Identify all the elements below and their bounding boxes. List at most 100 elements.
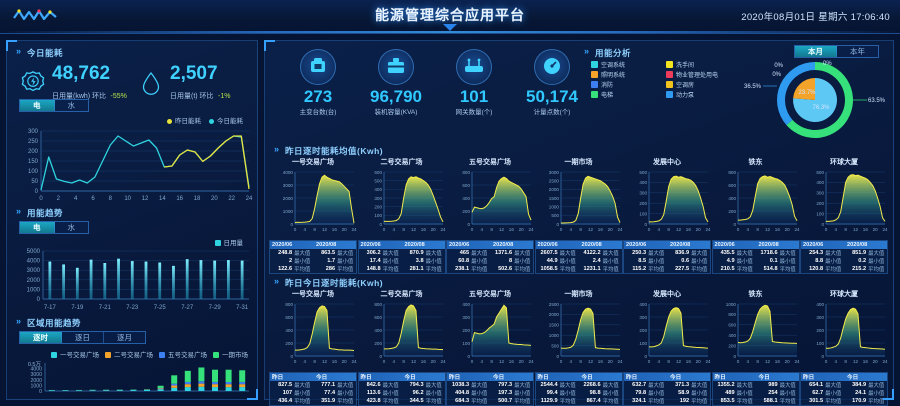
- svg-text:20: 20: [342, 359, 348, 364]
- svg-text:2000: 2000: [548, 187, 559, 192]
- svg-text:200: 200: [816, 201, 824, 206]
- svg-text:0: 0: [825, 359, 828, 364]
- svg-text:7-29: 7-29: [209, 305, 222, 311]
- table-header: 2020/06 2020/08: [712, 241, 799, 249]
- svg-text:8: 8: [402, 359, 405, 364]
- mini-chart-card: 铁东 0 200 400 600 800 0 4 8 12 16 20 24 2020/06 2020/08…: [711, 157, 800, 275]
- svg-text:4: 4: [569, 359, 572, 364]
- section-title-row2: 昨日今日逐时能耗(Kwh): [273, 276, 383, 289]
- water-drop-icon: [137, 69, 165, 97]
- table-row: 8.5 最小值 0.6 最小值: [624, 257, 710, 265]
- svg-text:3000: 3000: [27, 268, 41, 274]
- svg-text:0: 0: [290, 354, 293, 359]
- cell-key: 平均值: [691, 267, 708, 273]
- svg-text:8: 8: [490, 359, 493, 364]
- svg-text:500: 500: [374, 178, 382, 183]
- cell-value: 989: [768, 382, 778, 388]
- cell-key: 最大值: [425, 251, 442, 257]
- col-header: 昨日: [626, 375, 638, 381]
- svg-text:500: 500: [551, 213, 559, 218]
- app-header: 能源管理综合应用平台 2020年08月01日 星期六 17:06:40: [0, 0, 900, 34]
- cell-key: 最小值: [559, 391, 576, 397]
- svg-text:16: 16: [420, 227, 426, 232]
- stats-table: 2020/06 2020/08 254.3 最大值 851.9 最大值 8.8 最小值 0.2 最…: [800, 240, 888, 274]
- cell-value: 8.5: [638, 258, 647, 264]
- col-header: 2020/06: [714, 242, 735, 248]
- table-header: 昨日 今日: [712, 373, 799, 381]
- tab-analysis-month[interactable]: 本月: [795, 46, 837, 57]
- cell-value: 0.1: [769, 258, 778, 264]
- svg-text:400: 400: [728, 196, 736, 201]
- svg-text:20: 20: [342, 227, 348, 232]
- svg-text:16: 16: [774, 359, 780, 364]
- svg-text:4: 4: [835, 227, 838, 232]
- svg-text:4: 4: [392, 227, 395, 232]
- mini-chart-card: 环球大厦 0 100 200 300 400 500 0 4 8 12 16 20 24 2020/06 20…: [800, 157, 888, 275]
- col-header: 昨日: [714, 375, 726, 381]
- mini-chart-card: 五号交易广场 0 200 400 600 800 0 4 8 12 16 20 24 2020/06 202…: [446, 157, 534, 275]
- table-header: 2020/06 2020/08: [624, 241, 710, 249]
- cell-key: 平均值: [868, 267, 885, 273]
- mini-chart-title: 发展中心: [653, 291, 681, 298]
- table-header: 昨日 今日: [358, 373, 445, 381]
- svg-text:1000: 1000: [548, 333, 559, 338]
- svg-text:300: 300: [639, 315, 647, 320]
- svg-text:300: 300: [816, 191, 824, 196]
- tab-trend-electric[interactable]: 电: [20, 222, 55, 233]
- svg-text:8: 8: [579, 359, 582, 364]
- cell-key: 最大值: [825, 383, 842, 389]
- table-row: 465 最大值 1371.6 最大值: [447, 249, 533, 257]
- tab-region-hourly[interactable]: 逐时: [20, 332, 62, 343]
- tab-today-electric[interactable]: 电: [20, 100, 55, 111]
- svg-text:24: 24: [351, 227, 357, 232]
- col-header: 2020/08: [316, 242, 337, 248]
- svg-text:16: 16: [509, 359, 515, 364]
- cell-value: 1718.6: [760, 250, 778, 256]
- mini-chart-title: 一期市场: [564, 291, 593, 298]
- cell-key: 最大值: [514, 383, 531, 389]
- tab-today-water[interactable]: 水: [67, 101, 76, 110]
- col-header: 2020/06: [537, 242, 558, 248]
- cell-key: 最小值: [337, 391, 354, 397]
- svg-text:63.5%: 63.5%: [868, 98, 886, 104]
- tab-trend-water[interactable]: 水: [67, 223, 76, 232]
- cell-value: 0.6: [681, 258, 690, 264]
- svg-text:100: 100: [374, 213, 382, 218]
- col-header: 2020/08: [493, 242, 514, 248]
- svg-text:0: 0: [379, 354, 382, 359]
- tab-region-monthly[interactable]: 逐月: [117, 333, 132, 342]
- region-period-tabs[interactable]: 逐时 逐日 逐月: [19, 331, 146, 344]
- analysis-legend-item: 空调房: [666, 81, 741, 91]
- svg-text:16: 16: [863, 227, 869, 232]
- cell-value: 77.4: [324, 390, 336, 396]
- svg-text:16: 16: [597, 359, 603, 364]
- mini-chart-title: 环球大厦: [830, 159, 858, 166]
- svg-text:400: 400: [285, 328, 293, 333]
- cell-value: 870.9: [409, 250, 424, 256]
- svg-text:5000: 5000: [27, 249, 41, 255]
- cell-value: 281.1: [409, 266, 424, 272]
- svg-text:24: 24: [794, 227, 800, 232]
- today-unit-tabs[interactable]: 电 水: [19, 99, 89, 112]
- cell-value: 0.2: [858, 258, 867, 264]
- svg-text:4: 4: [74, 196, 78, 202]
- svg-text:16: 16: [686, 359, 692, 364]
- cell-value: 384.9: [852, 382, 867, 388]
- tab-region-daily[interactable]: 逐日: [62, 332, 104, 343]
- trend-unit-tabs[interactable]: 电 水: [19, 221, 89, 234]
- tab-analysis-year[interactable]: 本年: [850, 47, 865, 56]
- cell-value: 853.5: [720, 398, 735, 404]
- stats-table: 2020/06 2020/08 248.8 最大值 863.5 最大值 2 最小值 1.7 最小值…: [269, 240, 357, 274]
- mini-chart-card: 一期市场 0 500 1000 1500 2000 2500 0 4 8 12 16 20 24 昨日 今日 2…: [534, 289, 623, 406]
- svg-text:4000: 4000: [30, 367, 42, 373]
- cell-value: 306.2: [366, 250, 381, 256]
- svg-text:1500: 1500: [548, 323, 559, 328]
- analysis-period-tabs[interactable]: 本月 本年: [794, 45, 879, 58]
- cell-key: 最小值: [471, 259, 488, 265]
- cell-value: 404.8: [455, 390, 470, 396]
- kpi-capacity: 96,790 装机容量(KVA): [357, 49, 435, 116]
- svg-text:200: 200: [462, 328, 470, 333]
- area-chart: 0 200 400 600 800 0 4 8 12 16 20 24: [285, 302, 357, 364]
- water-value: 2,507: [170, 63, 218, 84]
- svg-text:6: 6: [91, 196, 95, 202]
